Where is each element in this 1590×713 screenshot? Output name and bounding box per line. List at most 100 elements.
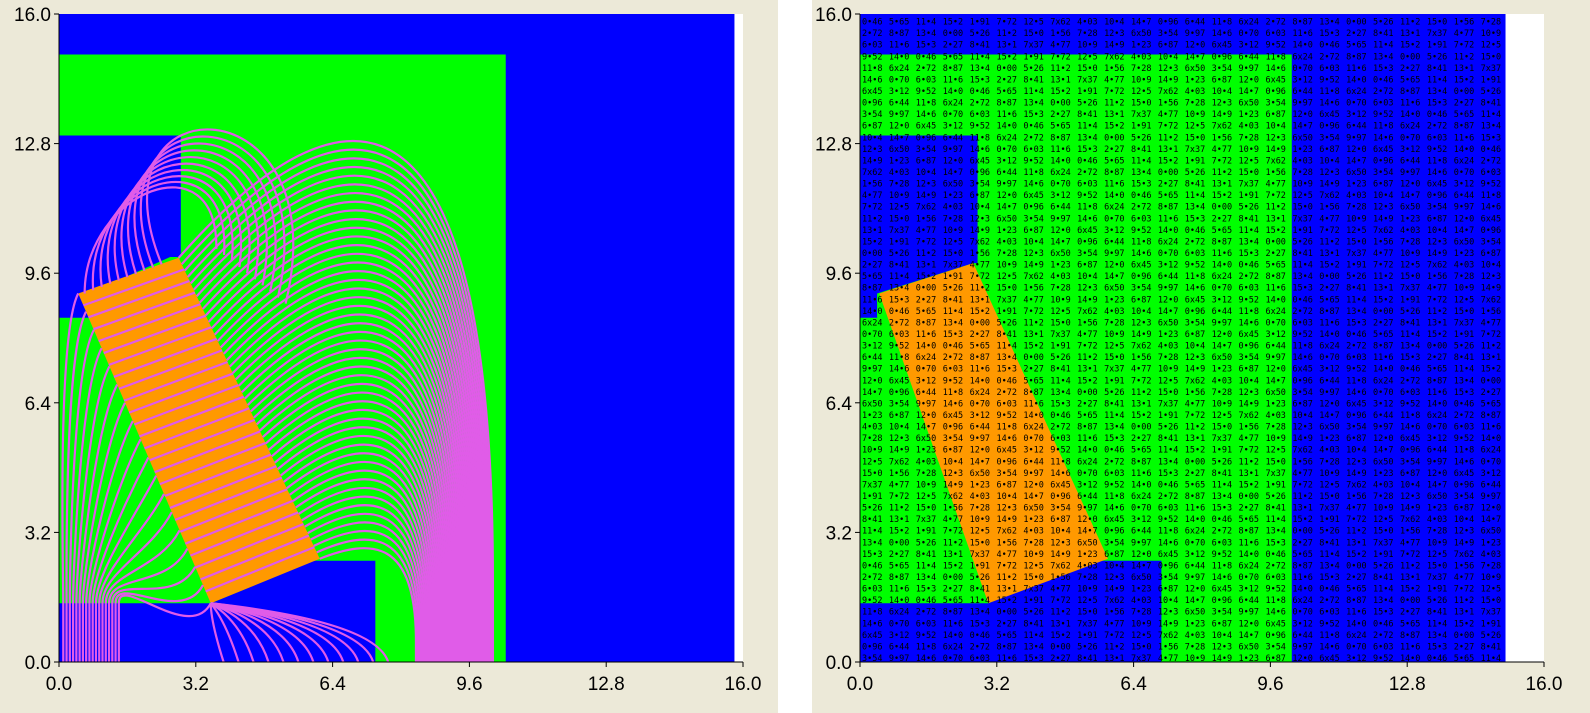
cell-value: 7•28 — [1292, 168, 1312, 178]
cell-value: 13•1 — [943, 550, 963, 560]
cell-value: 10•4 — [862, 133, 882, 143]
cell-value: 11•4 — [1427, 75, 1447, 85]
cell-value: 12•0 — [996, 191, 1016, 201]
cell-value: 11•2 — [996, 29, 1016, 39]
cell-value: 8•41 — [862, 515, 882, 525]
cell-value: 9•52 — [1373, 110, 1393, 120]
cell-value: 0•00 — [1239, 492, 1259, 502]
cell-value: 8•87 — [1239, 527, 1259, 537]
cell-value: 0•46 — [943, 342, 963, 352]
cell-value: 4•03 — [1104, 307, 1124, 317]
cell-value: 6•87 — [1265, 654, 1285, 664]
cell-value: 12•5 — [1104, 342, 1124, 352]
cell-value: 0•70 — [862, 330, 882, 340]
cell-value: 10•9 — [970, 515, 990, 525]
cell-value: 3•54 — [1158, 29, 1178, 39]
cell-value: 13•1 — [1239, 469, 1259, 479]
cell-value: 15•0 — [1427, 18, 1447, 28]
cell-value: 6x24 — [1158, 237, 1178, 247]
flux-line — [298, 486, 429, 662]
cell-value: 4•77 — [1373, 249, 1393, 259]
cell-value: 13•4 — [1023, 642, 1043, 652]
cell-value: 7x37 — [1292, 214, 1312, 224]
cell-value: 15•0 — [862, 469, 882, 479]
cell-value: 2•72 — [1373, 87, 1393, 97]
cell-value: 4•03 — [1427, 515, 1447, 525]
cell-value: 8•87 — [1131, 457, 1151, 467]
cell-value: 11•2 — [1319, 237, 1339, 247]
cell-value: 2•72 — [1373, 631, 1393, 641]
cell-value: 7•28 — [1481, 18, 1501, 28]
cell-value: 2•72 — [1319, 52, 1339, 62]
cell-value: 11•6 — [1239, 538, 1259, 548]
cell-value: 0•96 — [943, 423, 963, 433]
cell-value: 10•4 — [1104, 18, 1124, 28]
cell-value: 6x45 — [1454, 469, 1474, 479]
flux-line — [184, 499, 294, 545]
cell-value: 12•3 — [1292, 423, 1312, 433]
cell-value: 7x62 — [943, 492, 963, 502]
flux-line — [195, 191, 485, 662]
cell-value: 12•3 — [1212, 642, 1232, 652]
cell-value: 1•56 — [970, 249, 990, 259]
cell-value: 7•72 — [1454, 585, 1474, 595]
cell-value: 8•41 — [970, 41, 990, 51]
cell-value: 13•4 — [1427, 631, 1447, 641]
flux-line — [316, 538, 419, 662]
cell-value: 9•97 — [1346, 133, 1366, 143]
cell-value: 11•6 — [1265, 284, 1285, 294]
cell-value: 4•03 — [1319, 446, 1339, 456]
cell-value: 14•6 — [1265, 608, 1285, 618]
cell-value: 1•23 — [1023, 515, 1043, 525]
cell-value: 10•4 — [970, 203, 990, 213]
cell-value: 11•6 — [943, 75, 963, 85]
cell-value: 3•54 — [1454, 492, 1474, 502]
cell-value: 15•0 — [1481, 596, 1501, 606]
cell-value: 15•2 — [1454, 619, 1474, 629]
cell-value: 1•56 — [1454, 18, 1474, 28]
cell-value: 14•6 — [1239, 318, 1259, 328]
cell-value: 7x62 — [1454, 550, 1474, 560]
cell-value: 7x62 — [1427, 261, 1447, 271]
cell-value: 9•52 — [889, 342, 909, 352]
cell-value: 15•3 — [862, 550, 882, 560]
cell-value: 9•97 — [1050, 214, 1070, 224]
flux-line — [209, 602, 240, 663]
cell-value: 6•87 — [1158, 41, 1178, 51]
cell-value: 1•23 — [1185, 75, 1205, 85]
flux-line — [292, 469, 432, 662]
cell-value: 11•6 — [943, 619, 963, 629]
cell-value: 15•2 — [1050, 631, 1070, 641]
cell-value: 7x37 — [1131, 110, 1151, 120]
cell-value: 2•72 — [1158, 492, 1178, 502]
cell-value: 7•28 — [1077, 29, 1097, 39]
cell-value: 14•9 — [1050, 550, 1070, 560]
cell-value: 12•3 — [1104, 29, 1124, 39]
cell-value: 6x24 — [970, 388, 990, 398]
cell-value: 7•72 — [1212, 156, 1232, 166]
cell-value: 14•0 — [1292, 41, 1312, 51]
cell-value: 12•5 — [1158, 376, 1178, 386]
cell-value: 13•4 — [1346, 307, 1366, 317]
cell-value: 6x50 — [1346, 168, 1366, 178]
cell-value: 4•03 — [1185, 87, 1205, 97]
cell-value: 0•46 — [996, 376, 1016, 386]
cell-value: 1•56 — [916, 214, 936, 224]
cell-value: 11•8 — [1454, 446, 1474, 456]
cell-value: 0•46 — [1427, 110, 1447, 120]
cell-value: 4•77 — [916, 226, 936, 236]
cell-value: 6x45 — [1185, 295, 1205, 305]
cell-value: 15•3 — [1373, 64, 1393, 74]
cell-value: 3•12 — [889, 631, 909, 641]
cell-value: 5•26 — [889, 249, 909, 259]
cell-value: 11•6 — [889, 41, 909, 51]
flux-line — [237, 313, 462, 662]
cell-value: 5•26 — [1131, 133, 1151, 143]
cell-value: 7•28 — [1319, 457, 1339, 467]
cell-value: 15•0 — [1023, 573, 1043, 583]
cell-value: 13•1 — [1400, 573, 1420, 583]
cell-value: 0•70 — [916, 365, 936, 375]
cell-value: 3•12 — [1481, 469, 1501, 479]
cell-value: 14•7 — [943, 168, 963, 178]
flux-line — [289, 460, 434, 662]
